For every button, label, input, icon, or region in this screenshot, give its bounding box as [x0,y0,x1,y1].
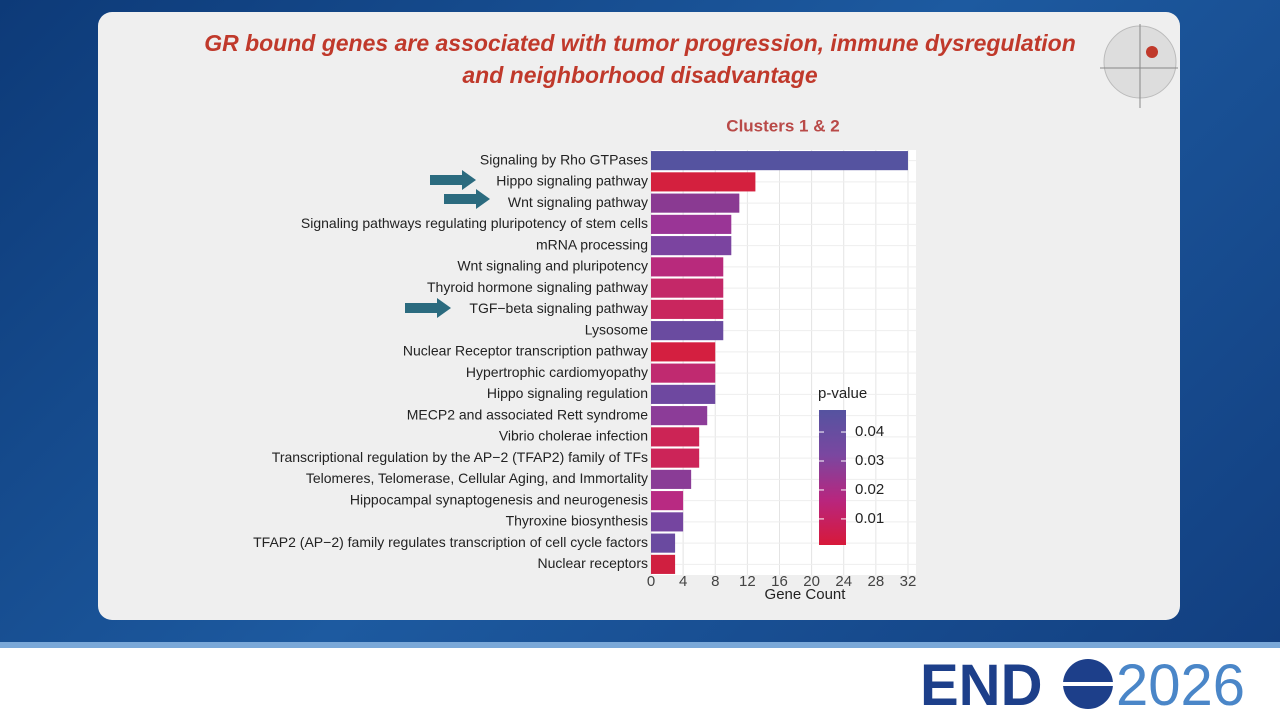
bar [651,342,716,362]
y-tick-label: Telomeres, Telomerase, Cellular Aging, a… [306,470,648,486]
y-tick-label: Thyroxine biosynthesis [506,513,648,529]
x-tick-label: 28 [868,573,885,590]
bar [651,406,708,426]
y-tick-label: MECP2 and associated Rett syndrome [407,406,648,422]
x-axis-label: Gene Count [765,586,847,603]
y-tick-label: Lysosome [585,321,649,337]
bar [651,448,700,468]
bar [651,533,676,553]
bar [651,193,740,213]
bar [651,554,676,574]
x-tick-label: 12 [739,573,756,590]
bar [651,512,684,532]
y-tick-label: Signaling by Rho GTPases [480,151,648,167]
x-tick-label: 8 [711,573,719,590]
x-tick-label: 20 [803,573,820,590]
y-tick-label: Nuclear receptors [538,555,649,571]
y-tick-label: Vibrio cholerae infection [499,428,648,444]
bar [651,491,684,511]
arrows [405,170,490,318]
bar [651,384,716,404]
y-tick-label: Hippo signaling pathway [496,173,648,189]
colorbar-label: 0.01 [855,510,884,527]
bar [651,257,724,277]
y-tick-label: TGF−beta signaling pathway [469,300,648,316]
slide-title: and neighborhood disadvantage [462,62,818,88]
chart-title: Clusters 1 & 2 [726,116,839,135]
logo-right: 2026 [1116,653,1246,718]
y-tick-label: Hippo signaling regulation [487,385,648,401]
x-tick-label: 0 [647,573,655,590]
y-tick-label: Transcriptional regulation by the AP−2 (… [272,449,648,465]
legend-title: p-value [818,385,867,402]
bar [651,363,716,383]
y-tick-label: Signaling pathways regulating pluripoten… [301,215,648,231]
bar [651,172,756,192]
x-tick-label: 4 [679,573,687,590]
corner-icon [1100,24,1178,108]
colorbar-label: 0.03 [855,452,884,469]
x-tick-label: 16 [771,573,788,590]
colorbar [819,410,846,545]
bar [651,299,724,319]
bar [651,321,724,341]
y-tick-label: Hypertrophic cardiomyopathy [466,364,648,380]
bar [651,469,692,489]
bar [651,151,908,171]
slide-title: GR bound genes are associated with tumor… [204,30,1076,56]
y-tick-label: Hippocampal synaptogenesis and neurogene… [350,491,648,507]
x-tick-label: 32 [900,573,917,590]
y-tick-label: mRNA processing [536,236,648,252]
colorbar-label: 0.02 [855,481,884,498]
y-tick-label: Thyroid hormone signaling pathway [427,279,648,295]
card [98,12,1180,620]
logo-left: END [920,653,1043,718]
y-tick-label: TFAP2 (AP−2) family regulates transcript… [253,534,648,550]
bar [651,214,732,234]
y-tick-label: Nuclear Receptor transcription pathway [403,343,648,359]
x-tick-label: 24 [835,573,852,590]
y-tick-label: Wnt signaling pathway [508,194,648,210]
bar [651,236,732,256]
colorbar-label: 0.04 [855,423,884,440]
stripe [0,642,1280,648]
bar [651,278,724,298]
bar [651,427,700,447]
y-tick-label: Wnt signaling and pluripotency [457,258,648,274]
